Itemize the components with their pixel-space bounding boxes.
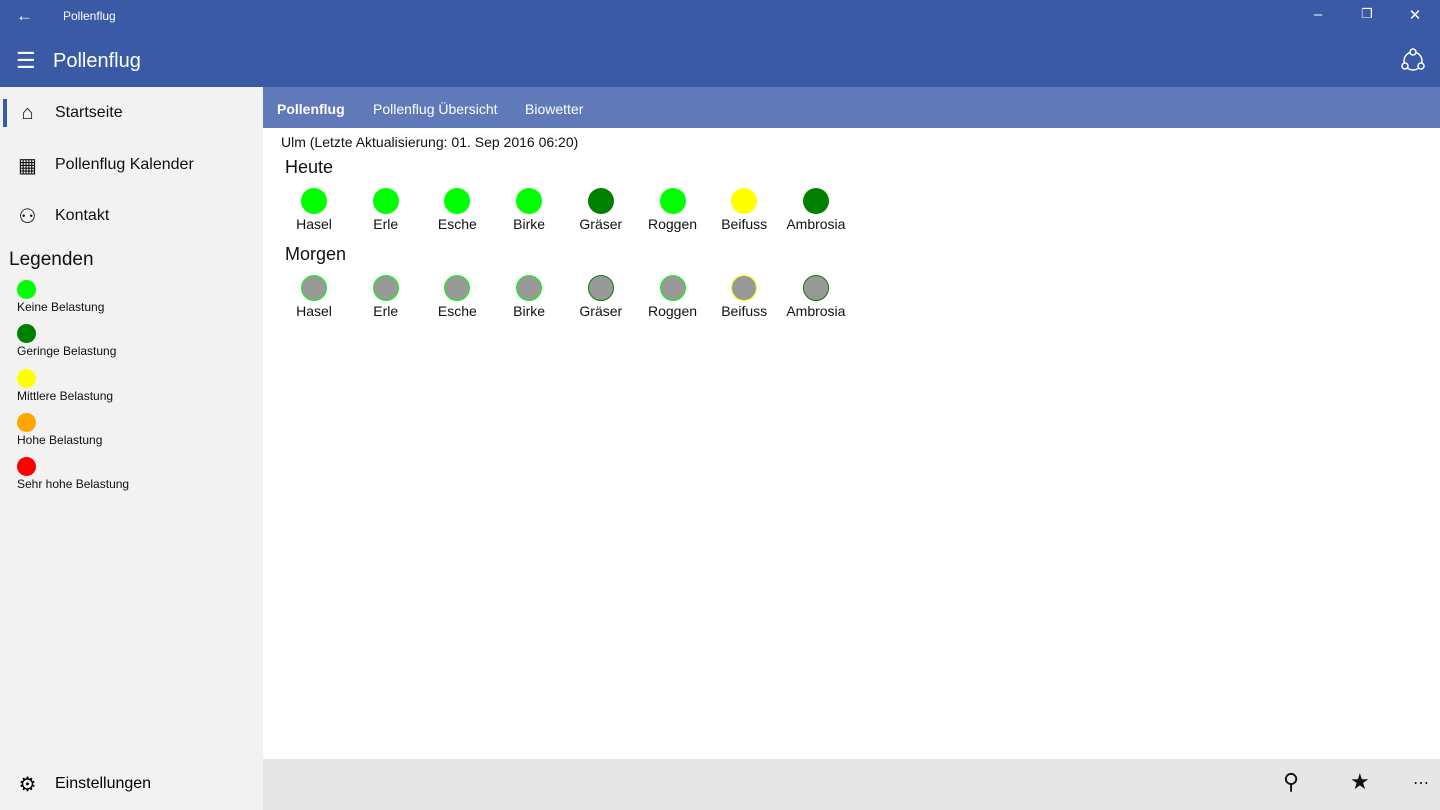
pollen-name: Roggen	[647, 216, 698, 232]
sidebar-item-startseite[interactable]: ⌂ Startseite	[0, 88, 263, 138]
pollen-name: Gräser	[579, 216, 623, 232]
window-title: Pollenflug	[63, 9, 116, 23]
pollen-item[interactable]: Birke	[494, 275, 564, 319]
pollen-name: Erle	[373, 303, 399, 319]
legend-dot	[17, 412, 36, 432]
pollen-item[interactable]: Hasel	[279, 275, 349, 319]
pollen-level-dot	[301, 275, 327, 301]
legend-dot	[17, 457, 36, 477]
pollen-name: Roggen	[647, 303, 698, 319]
pollen-item[interactable]: Erle	[351, 275, 421, 319]
legend-item: Keine Belastung	[17, 280, 104, 314]
title-bar: ← Pollenflug – ❐ ✕	[0, 0, 1440, 45]
legend-item: Mittlere Belastung	[17, 368, 114, 403]
pollen-name: Beifuss	[721, 303, 768, 319]
pollen-level-dot	[587, 275, 614, 301]
pollen-level-dot	[802, 188, 829, 214]
pollen-name: Hasel	[296, 216, 332, 232]
restore-icon[interactable]: ❐	[1361, 6, 1373, 21]
legend-item: Geringe Belastung	[17, 324, 116, 358]
pollen-name: Esche	[437, 216, 477, 232]
pollen-level-dot	[372, 188, 399, 214]
legend-label: Mittlere Belastung	[17, 388, 114, 403]
pollen-item[interactable]: Gräser	[566, 275, 636, 319]
pollen-item[interactable]: Beifuss	[709, 188, 779, 232]
pollen-name: Erle	[373, 216, 399, 232]
calendar-icon: ▦	[18, 154, 37, 177]
gear-icon: ⚙	[18, 773, 37, 796]
hamburger-menu-icon[interactable]: ☰	[16, 48, 36, 73]
pollen-item[interactable]: Esche	[422, 188, 492, 232]
pollen-level-dot	[516, 275, 543, 301]
pollen-item[interactable]: Ambrosia	[781, 188, 851, 232]
tab-biowetter[interactable]: Biowetter	[525, 101, 584, 117]
pollen-name: Birke	[513, 303, 546, 319]
legend-label: Sehr hohe Belastung	[17, 477, 130, 492]
pollen-level-dot	[659, 275, 686, 301]
legend-dot	[17, 368, 36, 388]
pollen-name: Ambrosia	[786, 216, 846, 232]
pollen-item[interactable]: Erle	[351, 188, 421, 232]
sidebar-item-label: Pollenflug Kalender	[55, 156, 194, 173]
home-icon: ⌂	[21, 101, 34, 124]
favorite-star-icon[interactable]: ★	[1350, 769, 1370, 794]
legend-dot	[17, 324, 36, 344]
legend-item: Sehr hohe Belastung	[17, 457, 129, 491]
person-icon: ⚇	[18, 205, 37, 228]
pollen-name: Hasel	[296, 303, 332, 319]
pollen-level-dot	[301, 188, 327, 214]
legend-label: Hohe Belastung	[17, 432, 103, 447]
pollen-level-dot	[444, 188, 471, 214]
app-title: Pollenflug	[53, 50, 141, 72]
pollen-item[interactable]: Ambrosia	[781, 275, 851, 319]
pollen-level-dot	[731, 188, 758, 214]
location-update-text: Ulm (Letzte Aktualisierung: 01. Sep 2016…	[281, 134, 579, 150]
tab-bar: Pollenflug Pollenflug Übersicht Biowette…	[263, 87, 1440, 128]
close-icon[interactable]: ✕	[1408, 7, 1422, 24]
pollen-item[interactable]: Roggen	[638, 188, 708, 232]
legend-item: Hohe Belastung	[17, 412, 103, 447]
pollen-level-dot	[444, 275, 471, 301]
more-icon[interactable]: ⋯	[1413, 775, 1429, 792]
day-title: Morgen	[285, 244, 347, 264]
pollen-item[interactable]: Roggen	[638, 275, 708, 319]
pollen-item[interactable]: Beifuss	[709, 275, 779, 319]
pollen-level-dot	[587, 188, 614, 214]
pin-icon[interactable]: ⚲	[1283, 769, 1300, 794]
legend-label: Geringe Belastung	[17, 344, 117, 359]
pollen-level-dot	[731, 275, 758, 301]
pollen-item[interactable]: Gräser	[566, 188, 636, 232]
settings-button[interactable]: ⚙ Einstellungen	[0, 759, 263, 809]
tab-pollenflug[interactable]: Pollenflug	[277, 101, 345, 117]
pollen-item[interactable]: Esche	[422, 275, 492, 319]
minimize-icon[interactable]: –	[1313, 6, 1323, 23]
pollen-name: Gräser	[579, 303, 623, 319]
day-title: Heute	[285, 157, 334, 177]
sidebar-item-label: Kontakt	[55, 207, 110, 224]
back-arrow-icon[interactable]: ←	[16, 6, 33, 25]
pollen-level-dot	[516, 188, 543, 214]
pollen-level-dot	[372, 275, 399, 301]
pollen-name: Birke	[513, 216, 546, 232]
command-bar: ⚲ ★ ⋯	[263, 759, 1440, 810]
sidebar-item-kontakt[interactable]: ⚇ Kontakt	[0, 191, 263, 241]
pollen-item[interactable]: Birke	[494, 188, 564, 232]
tab-uebersicht[interactable]: Pollenflug Übersicht	[373, 101, 498, 117]
pollen-level-dot	[802, 275, 829, 301]
pollen-name: Ambrosia	[786, 303, 846, 319]
legend-label: Keine Belastung	[17, 300, 105, 314]
sidebar-item-kalender[interactable]: ▦ Pollenflug Kalender	[0, 140, 263, 190]
pollen-name: Beifuss	[721, 216, 768, 232]
sidebar-item-label: Startseite	[55, 104, 123, 121]
settings-label: Einstellungen	[55, 775, 152, 792]
sidebar: ⌂ Startseite ▦ Pollenflug Kalender ⚇ Kontak…	[0, 87, 263, 810]
legend-dot	[17, 280, 36, 299]
pollen-item[interactable]: Hasel	[279, 188, 349, 232]
legend-title: Legenden	[9, 249, 94, 270]
share-icon[interactable]	[1400, 48, 1426, 74]
app-header: ☰ Pollenflug	[0, 34, 1440, 87]
pollen-level-dot	[659, 188, 686, 214]
pollen-name: Esche	[437, 303, 477, 319]
